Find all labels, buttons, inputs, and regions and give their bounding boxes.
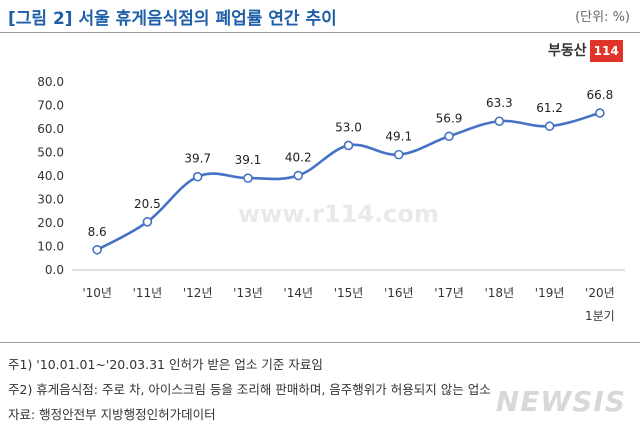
data-label: 40.2: [285, 151, 312, 165]
y-tick-label: 0.0: [45, 263, 64, 277]
bottom-divider: [0, 342, 640, 343]
data-point: [92, 244, 102, 255]
data-point: [293, 170, 304, 181]
data-label: 39.1: [235, 153, 262, 167]
y-tick-label: 20.0: [37, 216, 64, 230]
data-label: 39.7: [184, 152, 211, 166]
data-point: [393, 149, 404, 160]
logo-number: 114: [589, 40, 623, 62]
footnote-2: 주2) 휴게음식점: 주로 차, 아이스크림 등을 조리해 판매하며, 음주행위…: [8, 382, 491, 397]
x-tick-label: '11년: [133, 286, 163, 300]
data-point: [243, 173, 253, 183]
data-label: 63.3: [486, 96, 513, 110]
data-point: [544, 121, 555, 131]
x-tick-label: '12년: [183, 286, 213, 300]
x-tick-label: '20년: [585, 286, 615, 300]
y-tick-label: 70.0: [37, 99, 64, 113]
x-tick-label: '15년: [334, 286, 364, 300]
y-tick-label: 80.0: [37, 75, 64, 89]
x-tick-label: '16년: [384, 286, 414, 300]
data-label: 66.8: [587, 88, 614, 102]
logo-text: 부동산: [548, 43, 587, 59]
x-tick-sublabel: 1분기: [585, 309, 615, 323]
y-tick-label: 40.0: [37, 169, 64, 183]
data-label: 53.0: [335, 120, 362, 134]
data-point: [343, 140, 354, 151]
y-tick-label: 10.0: [37, 240, 64, 254]
x-tick-label: '18년: [485, 286, 515, 300]
data-point: [142, 217, 153, 227]
data-point: [494, 116, 505, 127]
top-divider: [0, 32, 640, 33]
footnote-1: 주1) '10.01.01~'20.03.31 인허가 받은 업소 기준 자료임: [8, 357, 323, 372]
brand-logo: 부동산 114: [548, 40, 623, 62]
y-tick-label: 60.0: [37, 122, 64, 136]
site-watermark: www.r114.com: [238, 200, 439, 228]
data-point: [444, 131, 454, 142]
x-tick-label: '14년: [283, 286, 313, 300]
x-tick-label: '17년: [434, 286, 464, 300]
unit-label: (단위: %): [575, 10, 630, 25]
footnotes: 주1) '10.01.01~'20.03.31 인허가 받은 업소 기준 자료임…: [8, 356, 491, 431]
x-tick-label: '19년: [535, 286, 565, 300]
y-tick-label: 30.0: [37, 193, 64, 207]
data-point: [595, 108, 605, 118]
source-note: 자료: 행정안전부 지방행정인허가데이터: [8, 407, 216, 422]
y-tick-label: 50.0: [37, 146, 64, 160]
data-label: 8.6: [88, 225, 107, 239]
data-label: 56.9: [436, 111, 463, 125]
data-label: 49.1: [385, 130, 412, 144]
data-label: 61.2: [536, 101, 563, 115]
chart-title: [그림 2] 서울 휴게음식점의 폐업률 연간 추이: [8, 9, 337, 29]
x-tick-label: '10년: [82, 286, 112, 300]
data-point: [192, 171, 203, 182]
data-label: 20.5: [134, 197, 161, 211]
agency-watermark: NEWSIS: [495, 385, 626, 418]
x-tick-label: '13년: [233, 286, 263, 300]
line-chart: 0.0 10.0 20.0 30.0 40.0 50.0 60.0 70.0 80.0 '10년 '…: [37, 75, 625, 323]
